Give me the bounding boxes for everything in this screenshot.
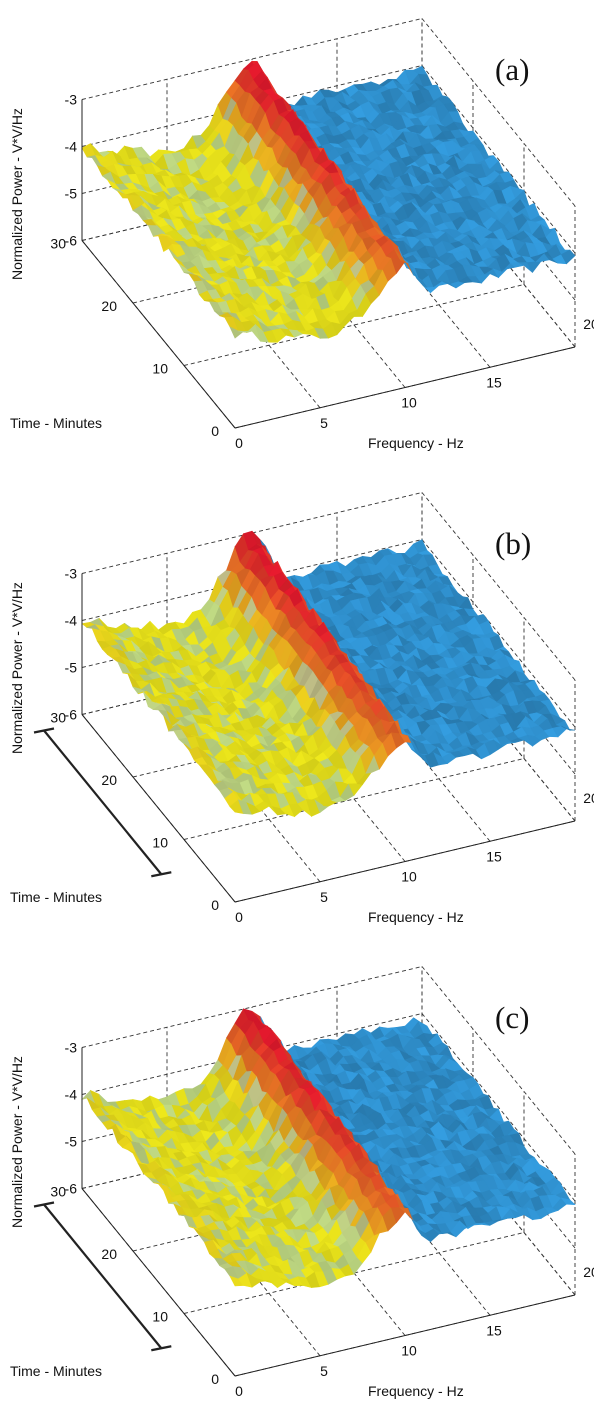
- x-tick-label: 10: [401, 395, 417, 411]
- surface-plot-c: 0 5 10 15 20 0 10 20 30 -3 -4 -5 -6 Frequency - Hz Tim…: [0, 948, 594, 1422]
- z-tick-label: -3: [65, 92, 78, 108]
- x-tick-label: 0: [235, 435, 243, 451]
- x-tick-label: 5: [320, 1363, 328, 1379]
- surface-patch: [561, 725, 576, 731]
- surface-patch: [526, 261, 542, 274]
- y-tick-label: 0: [211, 1371, 219, 1387]
- surface-patch: [560, 1197, 576, 1206]
- plot-svg-c: 0 5 10 15 20 0 10 20 30 -3 -4 -5 -6 Frequency - Hz Tim…: [9, 966, 594, 1400]
- x-tick-label: 15: [486, 1322, 502, 1338]
- y-tick-label: 30: [50, 236, 66, 252]
- x-tick-label: 20: [583, 1264, 594, 1280]
- surface-plot-a: 0 5 10 15 20 0 10 20 30 -3 -4 -5 -6 Frequency - Hz Tim…: [0, 0, 594, 474]
- panel-label: (a): [495, 52, 529, 87]
- power-surface: [81, 1008, 576, 1289]
- x-tick-label: 0: [235, 909, 243, 925]
- y-tick-label: 10: [152, 1309, 168, 1325]
- y-tick-label: 10: [152, 361, 168, 377]
- panel-label: (c): [495, 1000, 529, 1035]
- x-axis-label: Frequency - Hz: [368, 1383, 464, 1399]
- time-range-bar: [33, 727, 172, 878]
- x-tick-label: 20: [583, 790, 594, 806]
- panel-label: (b): [495, 526, 531, 561]
- plot-svg-b: 0 5 10 15 20 0 10 20 30 -3 -4 -5 -6 Frequency - Hz Tim…: [9, 492, 594, 926]
- x-tick-label: 5: [320, 889, 328, 905]
- z-tick-label: -5: [65, 1134, 78, 1150]
- y-tick-label: 0: [211, 897, 219, 913]
- x-tick-label: 20: [583, 316, 594, 332]
- z-axis-label: Normalized Power - V*V/Hz: [9, 1056, 25, 1228]
- z-tick-label: -6: [65, 707, 78, 723]
- tick-labels: 0 5 10 15 20 0 10 20 30 -3 -4 -5 -6: [50, 92, 594, 452]
- tick-labels: 0 5 10 15 20 0 10 20 30 -3 -4 -5 -6: [50, 566, 594, 926]
- z-tick-label: -4: [65, 613, 78, 629]
- y-tick-label: 20: [101, 1246, 117, 1262]
- axes: [81, 99, 576, 429]
- time-range-bar: [33, 1201, 172, 1352]
- y-axis-label: Time - Minutes: [10, 1363, 102, 1379]
- x-tick-label: 15: [486, 848, 502, 864]
- z-tick-label: -6: [65, 1181, 78, 1197]
- power-surface: [81, 530, 576, 818]
- z-tick-label: -3: [65, 566, 78, 582]
- z-tick-label: -4: [65, 139, 78, 155]
- surface-patch: [560, 249, 576, 265]
- tick-labels: 0 5 10 15 20 0 10 20 30 -3 -4 -5 -6: [50, 1040, 594, 1400]
- y-tick-label: 30: [50, 710, 66, 726]
- plot-svg-a: 0 5 10 15 20 0 10 20 30 -3 -4 -5 -6 Frequency - Hz Tim…: [9, 18, 594, 452]
- z-tick-label: -3: [65, 1040, 78, 1056]
- z-axis-label: Normalized Power - V*V/Hz: [9, 108, 25, 280]
- y-tick-label: 0: [211, 423, 219, 439]
- x-tick-label: 0: [235, 1383, 243, 1399]
- x-tick-label: 10: [401, 869, 417, 885]
- x-tick-label: 10: [401, 1343, 417, 1359]
- x-tick-label: 15: [486, 374, 502, 390]
- z-axis-label: Normalized Power - V*V/Hz: [9, 582, 25, 754]
- power-surface: [81, 60, 576, 343]
- z-tick-label: -4: [65, 1087, 78, 1103]
- y-tick-label: 20: [101, 298, 117, 314]
- z-tick-label: -5: [65, 186, 78, 202]
- axes: [81, 573, 576, 903]
- y-axis-label: Time - Minutes: [10, 415, 102, 431]
- x-tick-label: 5: [320, 415, 328, 431]
- surface-plot-b: 0 5 10 15 20 0 10 20 30 -3 -4 -5 -6 Frequency - Hz Tim…: [0, 474, 594, 948]
- y-tick-label: 20: [101, 772, 117, 788]
- y-axis-label: Time - Minutes: [10, 889, 102, 905]
- z-tick-label: -5: [65, 660, 78, 676]
- y-tick-label: 30: [50, 1184, 66, 1200]
- x-axis-label: Frequency - Hz: [368, 435, 464, 451]
- y-tick-label: 10: [152, 835, 168, 851]
- z-tick-label: -6: [65, 233, 78, 249]
- x-axis-label: Frequency - Hz: [368, 909, 464, 925]
- axes: [81, 1047, 576, 1377]
